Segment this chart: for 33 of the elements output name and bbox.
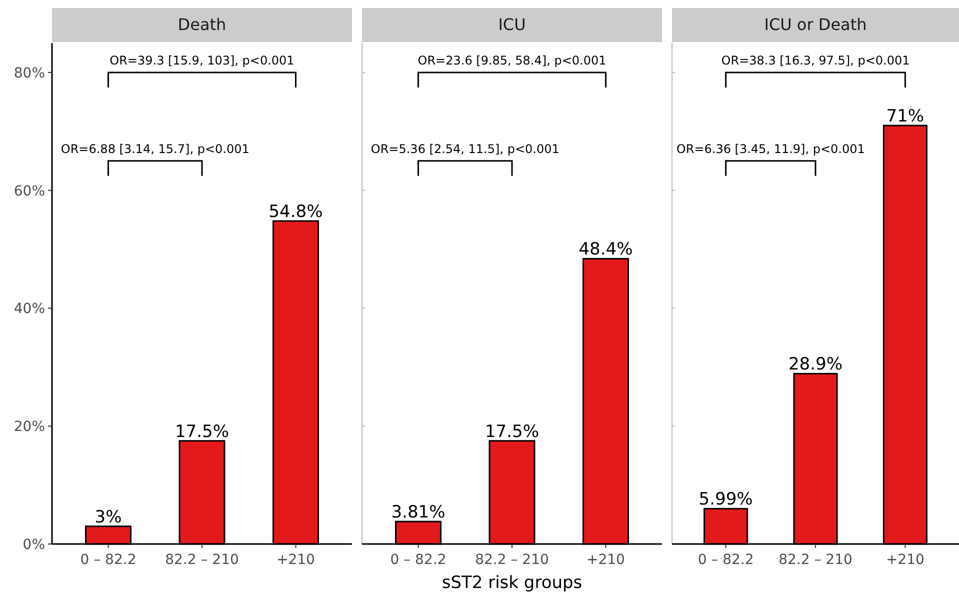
x-axis-title: sST2 risk groups: [442, 573, 582, 593]
x-tick-label: 0 – 82.2: [698, 552, 754, 568]
data-label: 17.5%: [174, 422, 230, 442]
y-tick-label: 60%: [14, 183, 45, 200]
annotation: OR=39.3 [15.9, 103], p<0.001: [110, 53, 294, 68]
x-tick-label: +210: [586, 552, 625, 568]
y-tick-label: 20%: [14, 419, 45, 436]
annotation: OR=23.6 [9.85, 58.4], p<0.001: [418, 53, 606, 68]
data-label: 3%: [94, 507, 122, 528]
annotation: OR=6.36 [3.45, 11.9], p<0.001: [676, 142, 865, 156]
annotation: OR=6.88 [3.14, 15.7], p<0.001: [60, 142, 250, 156]
data-label: 48.4%: [578, 240, 633, 260]
data-label: 28.9%: [788, 354, 843, 375]
x-tick-label: +210: [276, 552, 315, 568]
x-tick-label: 0 – 82.2: [80, 552, 136, 568]
data-label: 17.5%: [484, 422, 540, 442]
x-tick-label: 82.2 – 210: [165, 552, 239, 568]
data-label: 54.8%: [268, 202, 323, 222]
data-label: 5.99%: [698, 490, 753, 510]
x-tick-label: 82.2 – 210: [778, 552, 852, 568]
x-tick-label: +210: [886, 552, 924, 568]
x-tick-label: 0 – 82.2: [390, 552, 446, 568]
chart-title: Death: [178, 15, 226, 34]
annotation: OR=38.3 [16.3, 97.5], p<0.001: [721, 53, 910, 68]
chart-title: ICU: [498, 15, 526, 34]
annotation: OR=5.36 [2.54, 11.5], p<0.001: [370, 142, 560, 156]
y-tick-label: 80%: [14, 65, 45, 82]
data-label: 71%: [886, 106, 924, 127]
chart-title: ICU or Death: [764, 15, 867, 34]
y-tick-label: 0%: [22, 537, 45, 553]
x-tick-label: 82.2 – 210: [475, 552, 549, 568]
y-tick-label: 40%: [14, 301, 45, 318]
data-label: 3.81%: [391, 502, 446, 523]
